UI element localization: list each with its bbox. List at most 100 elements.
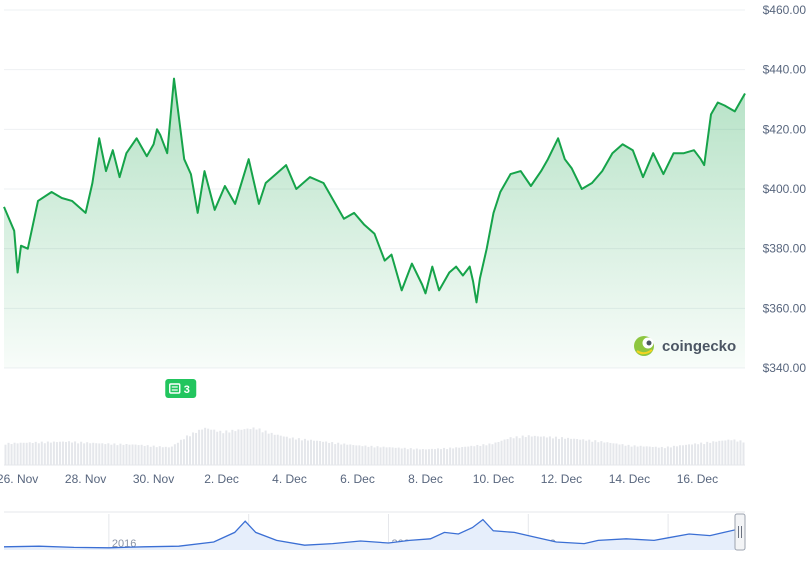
x-tick-label: 30. Nov <box>133 472 174 486</box>
volume-bar <box>288 438 291 465</box>
volume-bar <box>125 444 128 465</box>
y-tick-label: $440.00 <box>763 63 807 77</box>
volume-bar <box>107 443 110 465</box>
volume-bar <box>645 446 648 465</box>
volume-bar <box>358 445 361 465</box>
volume-bar <box>579 439 582 465</box>
volume-bar <box>582 439 585 465</box>
volume-bar <box>621 444 624 465</box>
volume-bar <box>606 442 609 465</box>
volume-bar <box>385 447 388 465</box>
volume-bar <box>724 440 727 465</box>
volume-bar <box>588 439 591 465</box>
volume-bar <box>591 441 594 465</box>
volume-bar <box>364 445 367 465</box>
volume-bar <box>418 449 421 465</box>
volume-bar <box>352 445 355 465</box>
volume-bar <box>340 444 343 465</box>
volume-bar <box>303 438 306 465</box>
volume-bar <box>319 441 322 465</box>
volume-bar <box>207 428 210 465</box>
volume-bar <box>158 446 161 465</box>
volume-bar <box>633 445 636 465</box>
volume-bar <box>437 448 440 465</box>
volume-bar <box>551 438 554 465</box>
volume-bar <box>506 439 509 465</box>
navigator-handle[interactable] <box>734 513 746 551</box>
coingecko-logo-icon <box>634 336 654 356</box>
volume-bar <box>219 430 222 465</box>
volume-bar <box>167 447 170 465</box>
volume-bar <box>639 445 642 465</box>
volume-bar <box>727 439 730 465</box>
volume-bar <box>642 446 645 465</box>
price-area <box>3 77 746 368</box>
volume-bar <box>77 443 80 465</box>
volume-bar <box>688 444 691 465</box>
volume-bar <box>464 446 467 465</box>
volume-bar <box>470 445 473 465</box>
volume-bar <box>83 443 86 465</box>
volume-bar <box>185 435 188 465</box>
volume-bar <box>80 441 83 465</box>
volume-bar <box>74 441 77 465</box>
volume-bar <box>521 435 524 465</box>
x-tick-label: 2. Dec <box>204 472 239 486</box>
volume-bar <box>600 441 603 465</box>
volume-bar <box>479 445 482 465</box>
range-navigator[interactable]: 20162018202020222024 <box>3 511 746 551</box>
x-axis-labels: 26. Nov 28. Nov 30. Nov 2. Dec 4. Dec 6. Dec 8… <box>0 464 745 486</box>
volume-bar <box>685 444 688 465</box>
volume-bar <box>458 447 461 465</box>
x-tick-label: 12. Dec <box>541 472 582 486</box>
volume-bar <box>297 438 300 465</box>
volume-bar <box>712 441 715 465</box>
volume-bar <box>424 449 427 465</box>
volume-bar <box>515 436 518 465</box>
volume-bar <box>337 442 340 465</box>
volume-bar <box>179 439 182 465</box>
volume-bar <box>61 441 64 465</box>
volume-bar <box>122 444 125 465</box>
volume-bar <box>328 442 331 465</box>
volume-bar <box>19 442 22 465</box>
volume-bar <box>440 449 443 465</box>
volume-bar <box>597 442 600 465</box>
volume-bar <box>361 446 364 465</box>
volume-bar <box>246 428 249 465</box>
volume-bar <box>143 445 146 465</box>
volume-bar <box>46 441 49 465</box>
volume-bar <box>4 444 7 465</box>
volume-bar <box>355 445 358 465</box>
volume-bar <box>128 444 131 465</box>
volume-bar <box>564 438 567 465</box>
volume-bar <box>258 428 261 465</box>
volume-bar <box>618 444 621 465</box>
volume-bar <box>491 444 494 465</box>
volume-bar <box>228 432 231 465</box>
volume-bar <box>10 444 13 465</box>
volume-bar <box>730 440 733 465</box>
volume-bar <box>192 432 195 465</box>
volume-bar <box>627 444 630 465</box>
volume-bar <box>322 441 325 465</box>
volume-bar <box>603 442 606 465</box>
volume-bar <box>116 445 119 465</box>
volume-bar <box>52 441 55 465</box>
volume-bar <box>104 444 107 465</box>
volume-bar <box>524 437 527 465</box>
volume-bar <box>721 440 724 465</box>
volume-bar <box>376 446 379 465</box>
volume-bar <box>706 441 709 465</box>
volume-bar <box>412 449 415 465</box>
volume-bar <box>43 443 46 465</box>
volume-bar <box>379 447 382 465</box>
x-tick-label: 6. Dec <box>340 472 375 486</box>
volume-bar <box>736 441 739 465</box>
news-marker[interactable]: 3 <box>165 379 197 398</box>
volume-bar <box>140 444 143 465</box>
volume-bar <box>497 441 500 465</box>
volume-bar <box>222 433 225 465</box>
volume-bar <box>488 443 491 465</box>
